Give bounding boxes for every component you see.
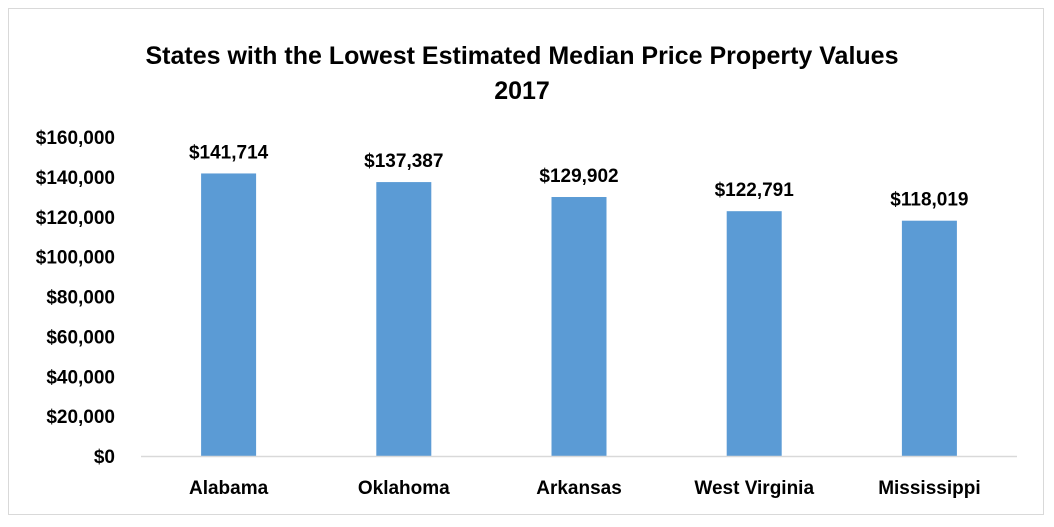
data-labels: $141,714 $137,387 $129,902 $122,791 $118,019 [189,142,969,210]
y-tick-label: $120,000 [36,208,115,229]
data-label: $141,714 [189,142,269,163]
data-label: $129,902 [539,166,618,187]
x-tick-label: Arkansas [536,478,622,499]
bar-chart: States with the Lowest Estimated Median … [36,42,1017,499]
y-tick-label: $80,000 [46,288,115,309]
bar [201,173,257,457]
y-axis-ticks: $0 $20,000 $40,000 $60,000 $80,000 $100,000 $1… [36,128,115,468]
x-tick-label: West Virginia [694,478,814,499]
x-axis-ticks: Alabama Oklahoma Arkansas West Virginia Miss… [189,478,981,499]
y-tick-label: $60,000 [46,327,115,348]
bar [726,211,782,456]
y-tick-label: $0 [94,447,115,468]
bar [901,220,957,456]
chart-title-line-1: States with the Lowest Estimated Median … [145,42,898,70]
bar [376,182,432,457]
y-tick-label: $100,000 [36,248,115,269]
y-tick-label: $20,000 [46,407,115,428]
y-tick-label: $40,000 [46,367,115,388]
data-label: $122,791 [715,180,795,201]
x-tick-label: Oklahoma [358,478,450,499]
x-tick-label: Mississippi [878,478,980,499]
y-tick-label: $160,000 [36,128,115,149]
chart-frame: States with the Lowest Estimated Median … [8,8,1044,515]
data-label: $137,387 [364,151,443,172]
data-label: $118,019 [890,190,968,211]
bars [201,173,957,457]
bar [551,197,607,457]
y-tick-label: $140,000 [36,168,115,189]
x-tick-label: Alabama [189,478,269,499]
chart-title-line-2: 2017 [494,77,550,105]
